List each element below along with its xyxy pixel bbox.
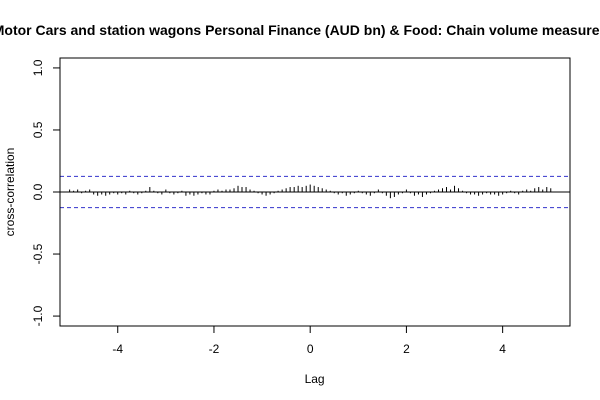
y-tick-label: -1.0	[31, 305, 45, 326]
y-axis-label: cross-correlation	[3, 148, 17, 237]
x-tick-label: -4	[112, 342, 123, 356]
x-tick-label: 0	[307, 342, 314, 356]
y-axis: -1.0 -0.5 0.0 0.5 1.0	[31, 59, 61, 326]
x-tick-label: -2	[209, 342, 220, 356]
x-axis-label: Lag	[305, 372, 325, 386]
y-tick-label: 1.0	[31, 59, 45, 76]
y-tick-label: 0.0	[31, 183, 45, 200]
x-tick-label: 2	[403, 342, 410, 356]
y-tick-label: -0.5	[31, 243, 45, 264]
x-axis: -4 -2 0 2 4	[112, 325, 506, 356]
y-tick-label: 0.5	[31, 121, 45, 138]
ccf-bars	[69, 184, 552, 199]
x-tick-label: 4	[499, 342, 506, 356]
chart-title: Motor Cars and station wagons Personal F…	[0, 22, 600, 38]
